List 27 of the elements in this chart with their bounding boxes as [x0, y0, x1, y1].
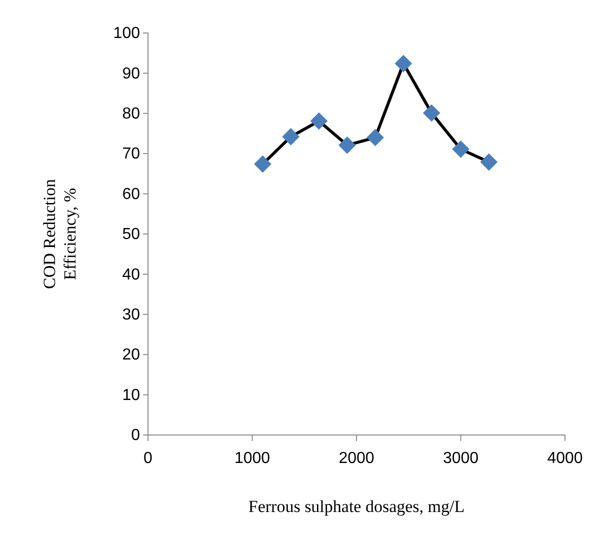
point	[310, 112, 328, 130]
x-tick-label: 1000	[234, 450, 270, 468]
y-tick-label: 60	[122, 186, 140, 203]
y-tick-label: 10	[122, 386, 140, 404]
point	[254, 155, 272, 173]
y-tick-label: 90	[122, 65, 140, 82]
x-tick-label: 2000	[338, 450, 374, 468]
point	[338, 136, 356, 154]
point	[282, 128, 300, 146]
point	[452, 140, 470, 158]
y-tick-label: 70	[122, 146, 140, 163]
y-tick-label: 40	[122, 266, 140, 284]
y-tick-label: 0	[131, 427, 140, 444]
y-tick-label: 20	[122, 346, 140, 364]
y-tick-label: 50	[122, 226, 140, 244]
point	[394, 54, 412, 72]
y-axis-title: COD Reduction Efficiency, %	[40, 178, 80, 290]
y-tick-label: 80	[122, 106, 140, 123]
point	[480, 153, 498, 171]
x-axis-title: Ferrous sulphate dosages, mg/L	[248, 497, 465, 516]
y-tick-label: 30	[122, 306, 140, 324]
x-tick-label: 0	[144, 450, 153, 468]
x-tick-label: 3000	[442, 450, 479, 468]
y-tick-label: 100	[113, 25, 140, 42]
x-tick-label: 4000	[547, 450, 583, 468]
point	[366, 128, 384, 146]
point	[422, 104, 440, 122]
